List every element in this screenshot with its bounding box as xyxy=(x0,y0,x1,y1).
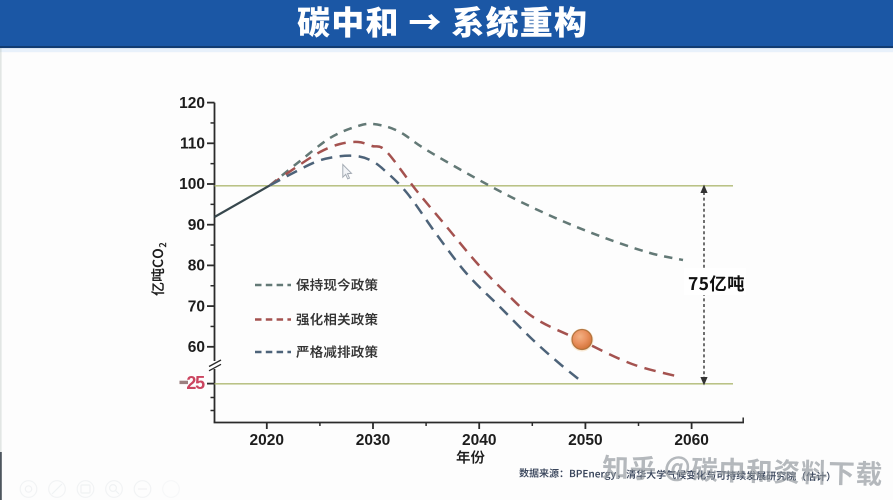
svg-text:2020: 2020 xyxy=(250,432,284,449)
svg-text:90: 90 xyxy=(188,217,205,234)
svg-text:60: 60 xyxy=(188,339,205,356)
svg-text:100: 100 xyxy=(179,176,205,193)
svg-text:2030: 2030 xyxy=(356,432,390,449)
svg-text:25: 25 xyxy=(186,373,205,393)
svg-text:2040: 2040 xyxy=(462,432,496,449)
svg-text:120: 120 xyxy=(179,95,205,112)
svg-text:110: 110 xyxy=(180,136,205,153)
svg-text:70: 70 xyxy=(188,298,205,315)
svg-text:80: 80 xyxy=(188,258,205,275)
svg-text:2050: 2050 xyxy=(568,432,602,449)
svg-text:2060: 2060 xyxy=(674,432,708,449)
